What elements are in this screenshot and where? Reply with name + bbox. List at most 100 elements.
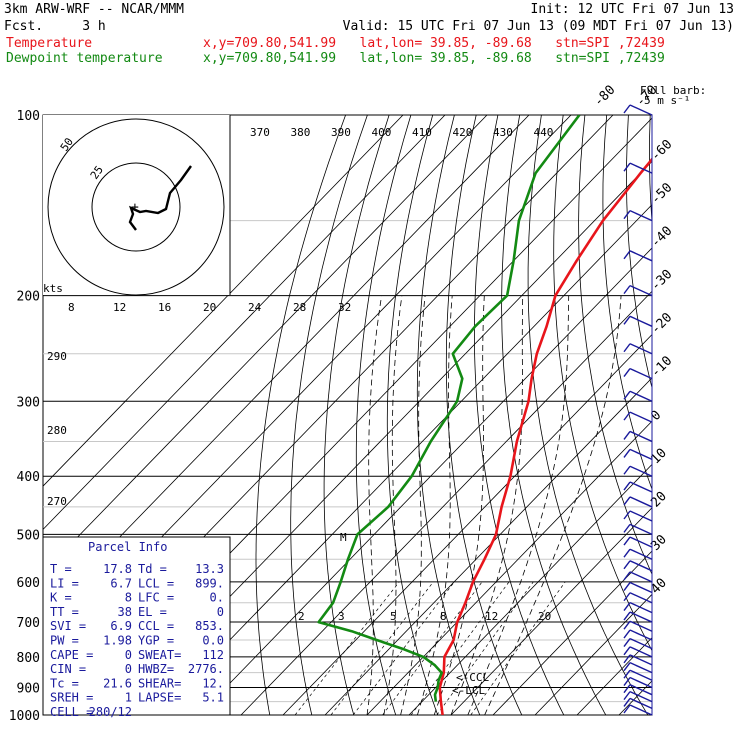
wind-barb [623, 646, 653, 658]
wind-barb-shaft [629, 560, 653, 572]
wind-barb [623, 697, 653, 710]
parcel-param-name: YGP = [138, 634, 174, 648]
dry-adiabat-line [501, 115, 607, 715]
moist-adiabat-line [366, 295, 382, 715]
dry-adiabat-line [527, 115, 649, 715]
theta-label: 370 [250, 126, 270, 139]
hodo-speed-label: 32 [338, 301, 351, 314]
wind-barb [623, 411, 653, 423]
parcel-param-name: LFC = [138, 591, 174, 605]
barb-label: 5 m s⁻¹ [644, 94, 690, 107]
wind-barb-shaft [629, 162, 653, 174]
pressure-tick-label: 600 [17, 576, 40, 591]
wind-barb-shaft [629, 315, 653, 327]
wind-barb [623, 367, 653, 380]
isotherm-label: 40 [648, 576, 670, 598]
dry-adiabat-line [290, 115, 368, 715]
wind-barb-shaft [629, 343, 653, 355]
temperature-trace [438, 157, 652, 715]
pressure-tick-label: 400 [17, 470, 40, 485]
wind-barb-shaft [629, 250, 653, 262]
wind-barb [623, 684, 653, 696]
wind-barb-shaft [629, 690, 653, 703]
parcel-param-value: 0.0 [202, 634, 224, 648]
hodograph-ring-outer [47, 118, 225, 296]
parcel-param-name: CELL = [50, 705, 93, 719]
parcel-param-name: Td = [138, 562, 167, 576]
wind-barb-shaft [629, 662, 653, 674]
wind-barb [623, 448, 653, 461]
parcel-param-name: Tc = [50, 676, 79, 690]
parcel-param-value: 112 [202, 648, 224, 662]
dry-adiabat-line [716, 115, 740, 715]
theta-label: 280 [47, 424, 67, 437]
wind-barb [623, 704, 653, 716]
wind-barb-flag [623, 697, 631, 707]
isotherm-label: 30 [648, 532, 670, 554]
wind-barb [623, 536, 653, 548]
parcel-param-value: 6.7 [110, 576, 132, 590]
parcel-param-value: 13.3 [195, 562, 224, 576]
wind-barb-flag [623, 571, 631, 581]
wind-barb-shaft [629, 210, 653, 222]
m-mark-label: M [340, 531, 347, 544]
wind-barb [623, 548, 653, 560]
wind-barb [623, 162, 653, 174]
parcel-param-name: CIN = [50, 662, 86, 676]
wind-barb [623, 676, 653, 689]
wind-barb-flag [623, 582, 631, 591]
dry-adiabat-line [672, 115, 740, 715]
init-time: Init: 12 UTC Fri 07 Jun 13 [530, 2, 735, 17]
wind-barb-shaft [629, 646, 653, 658]
isotherm-line [43, 115, 446, 531]
wind-barb [623, 430, 653, 443]
hodograph-center-mark: + [131, 200, 139, 215]
wind-barb-shaft [629, 637, 653, 650]
dry-adiabat-line [323, 115, 390, 715]
mixing-ratio-label: 5 [390, 610, 397, 623]
parcel-param-name: HWBZ= [138, 662, 174, 676]
parcel-param-name: T = [50, 562, 72, 576]
parcel-param-name: LI = [50, 576, 79, 590]
pressure-tick-label: 900 [17, 682, 40, 697]
parcel-param-name: PW = [50, 634, 79, 648]
wind-barb-shaft [629, 620, 653, 632]
parcel-param-name: LAPSE= [138, 691, 181, 705]
wind-barb [623, 250, 653, 262]
wind-barb-shaft [629, 548, 653, 560]
wind-barb-shaft [629, 104, 653, 116]
parcel-param-name: EL = [138, 605, 167, 619]
mixing-ratio-label: 8 [440, 610, 447, 623]
hodo-speed-label: 16 [158, 301, 171, 314]
wind-barb-flag [623, 704, 631, 714]
dry-adiabat-line [602, 115, 652, 491]
wind-barb-flag [623, 510, 631, 520]
wind-barb-shaft [629, 284, 653, 297]
dry-adiabat-line [386, 115, 439, 715]
hodograph-ring-label: 50 [58, 135, 76, 153]
dry-adiabat-line [649, 115, 652, 227]
isotherm-line [240, 290, 652, 715]
mixing-ratio-label: 2 [298, 610, 305, 623]
wind-barb-shaft [629, 390, 653, 402]
wind-barb-shaft [629, 536, 653, 548]
pressure-tick-label: 500 [17, 528, 40, 543]
wind-barb-shaft [629, 697, 653, 710]
wind-barb-flag [623, 343, 631, 353]
dry-adiabat-line [626, 115, 652, 390]
wind-barb-flag [623, 431, 631, 440]
wind-barb-flag [623, 315, 631, 325]
parcel-param-value: 1.98 [103, 634, 132, 648]
hodo-speed-label: 24 [248, 301, 262, 314]
wind-barb [623, 523, 653, 536]
parcel-param-value: 280/12 [89, 705, 132, 719]
isotherm-line [43, 115, 404, 487]
barb-label: Full barb: [640, 84, 706, 97]
mixing-ratio-line [410, 581, 510, 715]
isotherm-label: 10 [648, 446, 670, 468]
wind-barb-flag [623, 620, 631, 630]
wind-barb-shaft [629, 684, 653, 696]
pressure-tick-label: 300 [17, 395, 40, 410]
moist-adiabat-line [467, 295, 570, 715]
